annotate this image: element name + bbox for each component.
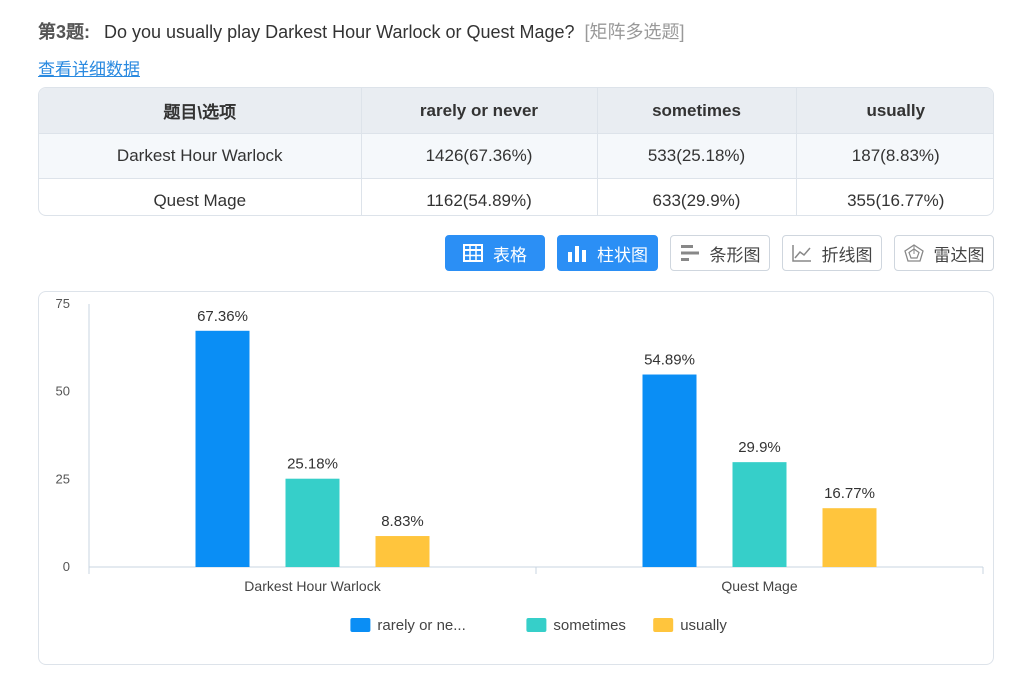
question-type: [矩阵多选题] (585, 22, 685, 42)
table-cell: 633(29.9%) (597, 179, 796, 217)
table-cell: 187(8.83%) (796, 134, 994, 179)
table-cell: 1162(54.89%) (361, 179, 597, 217)
legend-label: usually (680, 617, 727, 634)
question-number: 第3题: (38, 22, 90, 42)
view-details-link[interactable]: 查看详细数据 (38, 55, 140, 80)
table-cell: 533(25.18%) (597, 134, 796, 179)
y-tick-label: 25 (56, 471, 70, 486)
data-label: 54.89% (644, 352, 695, 369)
bar-chart-icon (567, 244, 587, 262)
x-tick-label: Darkest Hour Warlock (244, 578, 381, 594)
line-chart-label: 折线图 (822, 241, 873, 266)
data-label: 25.18% (287, 456, 338, 473)
line-chart-button[interactable]: 折线图 (782, 235, 882, 271)
question-text: Do you usually play Darkest Hour Warlock… (104, 22, 575, 42)
legend-label: sometimes (553, 617, 626, 634)
table-row: Darkest Hour Warlock 1426(67.36%) 533(25… (39, 134, 994, 179)
legend-swatch (350, 618, 370, 632)
table-header-row: 题目\选项 rarely or never sometimes usually (39, 88, 994, 134)
line-chart-icon (792, 244, 812, 262)
bar (376, 536, 430, 567)
radar-chart-label: 雷达图 (934, 241, 985, 266)
table-header-cell: 题目\选项 (39, 88, 361, 134)
radar-chart-button[interactable]: 雷达图 (894, 235, 994, 271)
bar (643, 375, 697, 567)
table-view-label: 表格 (493, 241, 527, 266)
table-cell: 355(16.77%) (796, 179, 994, 217)
table-cell: Quest Mage (39, 179, 361, 217)
table-cell: Darkest Hour Warlock (39, 134, 361, 179)
table-view-button[interactable]: 表格 (445, 235, 545, 271)
y-tick-label: 0 (63, 559, 70, 574)
bar (196, 331, 250, 567)
y-tick-label: 75 (56, 296, 70, 311)
legend-label: rarely or ne... (377, 617, 465, 634)
radar-chart-icon (904, 244, 924, 262)
bar (733, 462, 787, 567)
data-label: 29.9% (738, 439, 781, 456)
data-label: 8.83% (381, 513, 424, 530)
table-row: Quest Mage 1162(54.89%) 633(29.9%) 355(1… (39, 179, 994, 217)
x-tick-label: Quest Mage (721, 578, 797, 594)
data-label: 16.77% (824, 485, 875, 502)
data-label: 67.36% (197, 308, 248, 325)
horizontal-bar-icon (680, 244, 700, 262)
y-tick-label: 50 (56, 384, 70, 399)
results-table: 题目\选项 rarely or never sometimes usually … (38, 87, 994, 216)
table-header-cell: sometimes (597, 88, 796, 134)
table-header-cell: rarely or never (361, 88, 597, 134)
table-cell: 1426(67.36%) (361, 134, 597, 179)
bar (286, 479, 340, 567)
legend-swatch (526, 618, 546, 632)
bar-chart-label: 柱状图 (597, 241, 648, 266)
bar-chart: 0 25 50 75 67.36% 25.18% 8.83% Darkest Hour War… (39, 292, 993, 664)
table-icon (463, 244, 483, 262)
legend-swatch (653, 618, 673, 632)
question-title: 第3题: Do you usually play Darkest Hour War… (38, 18, 685, 44)
horizontal-bar-button[interactable]: 条形图 (670, 235, 770, 271)
bar (823, 508, 877, 567)
chart-panel: 0 25 50 75 67.36% 25.18% 8.83% Darkest Hour War… (38, 291, 994, 665)
bar-chart-button[interactable]: 柱状图 (557, 235, 658, 271)
horizontal-bar-label: 条形图 (710, 241, 761, 266)
table-header-cell: usually (796, 88, 994, 134)
